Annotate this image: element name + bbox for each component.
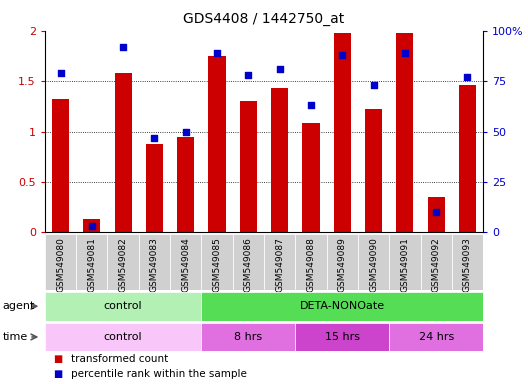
- Text: control: control: [104, 301, 143, 311]
- Bar: [177, 137, 194, 232]
- Text: time: time: [2, 332, 27, 342]
- Bar: [108, 234, 139, 290]
- Bar: [170, 234, 201, 290]
- Bar: [327, 234, 358, 290]
- Text: percentile rank within the sample: percentile rank within the sample: [71, 369, 247, 379]
- Bar: [389, 234, 420, 290]
- Bar: [358, 234, 389, 290]
- Text: ■: ■: [53, 354, 62, 364]
- Text: control: control: [104, 332, 143, 342]
- Text: GSM549081: GSM549081: [87, 237, 96, 292]
- Text: 8 hrs: 8 hrs: [234, 332, 262, 342]
- Bar: [201, 234, 233, 290]
- Bar: [452, 234, 483, 290]
- Bar: [201, 292, 483, 321]
- Point: [244, 72, 252, 78]
- Text: GSM549089: GSM549089: [338, 237, 347, 292]
- Bar: [334, 33, 351, 232]
- Bar: [139, 234, 170, 290]
- Text: GSM549090: GSM549090: [369, 237, 378, 292]
- Bar: [428, 197, 445, 232]
- Text: GSM549086: GSM549086: [244, 237, 253, 292]
- Text: GSM549085: GSM549085: [213, 237, 222, 292]
- Bar: [83, 219, 100, 232]
- Bar: [365, 109, 382, 232]
- Text: transformed count: transformed count: [71, 354, 168, 364]
- Text: DETA-NONOate: DETA-NONOate: [300, 301, 385, 311]
- Point: [56, 70, 65, 76]
- Bar: [420, 234, 452, 290]
- Text: agent: agent: [2, 301, 35, 311]
- Text: GSM549082: GSM549082: [119, 237, 128, 292]
- Bar: [396, 33, 413, 232]
- Text: GSM549092: GSM549092: [432, 237, 441, 292]
- Text: GSM549084: GSM549084: [181, 237, 190, 292]
- Bar: [295, 323, 389, 351]
- Bar: [295, 234, 327, 290]
- Text: GSM549093: GSM549093: [463, 237, 472, 292]
- Bar: [271, 88, 288, 232]
- Bar: [45, 292, 201, 321]
- Point: [150, 134, 158, 141]
- Point: [370, 82, 378, 88]
- Bar: [240, 101, 257, 232]
- Point: [119, 44, 127, 50]
- Point: [338, 52, 346, 58]
- Point: [432, 209, 440, 215]
- Text: 15 hrs: 15 hrs: [325, 332, 360, 342]
- Point: [276, 66, 284, 72]
- Bar: [52, 99, 69, 232]
- Text: GSM549083: GSM549083: [150, 237, 159, 292]
- Bar: [45, 323, 201, 351]
- Bar: [115, 73, 132, 232]
- Text: GDS4408 / 1442750_at: GDS4408 / 1442750_at: [183, 12, 345, 25]
- Bar: [233, 234, 264, 290]
- Text: GSM549080: GSM549080: [56, 237, 65, 292]
- Bar: [146, 144, 163, 232]
- Bar: [459, 85, 476, 232]
- Point: [307, 102, 315, 108]
- Text: ■: ■: [53, 369, 62, 379]
- Point: [88, 223, 96, 229]
- Bar: [201, 323, 295, 351]
- Text: GSM549091: GSM549091: [400, 237, 409, 292]
- Bar: [76, 234, 108, 290]
- Bar: [209, 56, 225, 232]
- Text: 24 hrs: 24 hrs: [419, 332, 454, 342]
- Text: GSM549088: GSM549088: [306, 237, 315, 292]
- Bar: [264, 234, 295, 290]
- Point: [213, 50, 221, 56]
- Bar: [389, 323, 483, 351]
- Point: [182, 128, 190, 135]
- Text: GSM549087: GSM549087: [275, 237, 284, 292]
- Bar: [45, 234, 76, 290]
- Point: [463, 74, 472, 80]
- Bar: [303, 123, 319, 232]
- Point: [401, 50, 409, 56]
